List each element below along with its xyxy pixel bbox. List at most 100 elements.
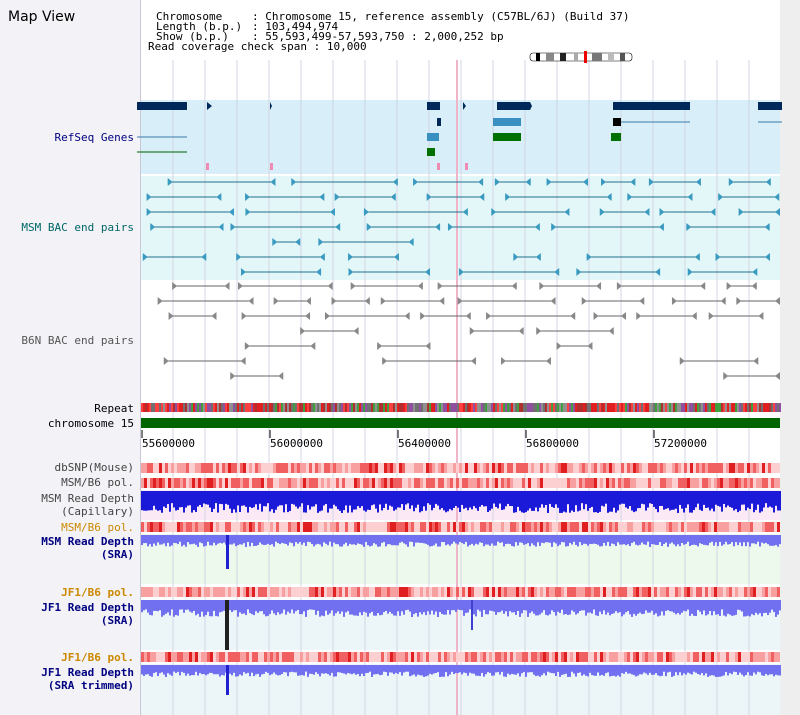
depth-bar xyxy=(591,600,593,614)
pol-mark xyxy=(738,587,741,597)
msm-depth-sra-line1: MSM Read Depth xyxy=(41,535,134,548)
depth-bar xyxy=(315,665,317,673)
depth-bar xyxy=(219,600,221,613)
track-label-repeat[interactable]: Repeat xyxy=(94,402,134,415)
depth-bar xyxy=(373,491,375,505)
repeat-mark xyxy=(465,403,467,412)
depth-bar xyxy=(157,600,159,612)
depth-bar xyxy=(727,535,729,545)
depth-bar xyxy=(343,535,345,545)
pol-mark xyxy=(651,463,654,473)
depth-bar xyxy=(469,535,471,545)
depth-bar xyxy=(173,535,175,543)
track-label-refseq-genes[interactable]: RefSeq Genes xyxy=(54,131,134,144)
pol-mark xyxy=(762,478,765,488)
depth-bar xyxy=(579,600,581,611)
repeat-mark xyxy=(545,403,547,412)
pol-mark xyxy=(759,463,762,473)
show-sep: : xyxy=(252,30,266,43)
pol-mark xyxy=(312,522,315,532)
track-label-msm-bac[interactable]: MSM BAC end pairs xyxy=(21,221,134,234)
pol-mark xyxy=(369,522,372,532)
pol-mark xyxy=(447,587,450,597)
track-label-jf1-b6-pol-1[interactable]: JF1/B6 pol. xyxy=(61,586,134,599)
pol-mark xyxy=(690,652,693,662)
pol-mark xyxy=(765,478,768,488)
track-label-msm-depth-sra[interactable]: MSM Read Depth (SRA) xyxy=(41,535,134,561)
bac-end xyxy=(738,208,744,216)
depth-bar xyxy=(365,600,367,613)
pol-mark xyxy=(273,463,276,473)
repeat-mark xyxy=(151,403,153,412)
pol-mark xyxy=(651,587,654,597)
pol-mark xyxy=(213,478,216,488)
depth-bar xyxy=(463,665,465,673)
depth-bar xyxy=(651,491,653,504)
track-label-chromosome[interactable]: chromosome 15 xyxy=(47,417,134,430)
repeat-mark xyxy=(231,403,233,412)
depth-bar xyxy=(637,600,639,614)
pol-mark xyxy=(219,463,222,473)
depth-bar xyxy=(467,600,469,613)
pol-mark xyxy=(582,522,585,532)
pol-mark xyxy=(579,478,582,488)
repeat-mark xyxy=(285,403,287,412)
repeat-mark xyxy=(673,403,675,412)
track-label-jf1-depth-trimmed[interactable]: JF1 Read Depth (SRA trimmed) xyxy=(41,666,134,692)
pol-mark xyxy=(615,587,618,597)
pol-mark xyxy=(579,587,582,597)
depth-bar xyxy=(597,491,599,513)
track-label-jf1-depth-sra[interactable]: JF1 Read Depth (SRA) xyxy=(41,601,134,627)
pol-mark xyxy=(678,463,681,473)
pol-mark xyxy=(282,522,285,532)
pol-mark xyxy=(402,652,405,662)
track-label-msm-b6-pol-1[interactable]: MSM/B6 pol. xyxy=(61,476,134,489)
depth-bar xyxy=(697,665,699,675)
pol-mark xyxy=(453,463,456,473)
depth-bar xyxy=(307,535,309,542)
repeat-mark xyxy=(373,403,375,412)
track-label-dbsnp[interactable]: dbSNP(Mouse) xyxy=(54,461,134,474)
repeat-mark xyxy=(301,403,303,412)
depth-bar xyxy=(647,600,649,613)
pol-mark xyxy=(168,478,171,488)
depth-bar xyxy=(249,491,251,507)
track-label-msm-depth-capillary[interactable]: MSM Read Depth (Capillary) xyxy=(41,492,134,518)
track-label-msm-b6-pol-2[interactable]: MSM/B6 pol. xyxy=(61,521,134,534)
pol-mark xyxy=(690,522,693,532)
repeat-mark xyxy=(279,403,281,412)
pol-mark xyxy=(663,478,666,488)
bac-end xyxy=(775,372,780,380)
depth-bar xyxy=(731,491,733,508)
depth-bar xyxy=(723,535,725,545)
repeat-mark xyxy=(257,403,259,412)
depth-bar xyxy=(333,535,335,543)
pol-mark xyxy=(588,463,591,473)
pol-mark xyxy=(318,587,321,597)
pol-mark xyxy=(723,463,726,473)
depth-bar xyxy=(407,535,409,547)
track-label-b6n-bac[interactable]: B6N BAC end pairs xyxy=(21,334,134,347)
depth-bar xyxy=(317,535,319,544)
pol-mark xyxy=(162,522,165,532)
pol-mark xyxy=(207,587,210,597)
pol-mark xyxy=(243,463,246,473)
depth-bar xyxy=(255,535,257,546)
depth-bar xyxy=(777,600,779,615)
track-label-jf1-b6-pol-2[interactable]: JF1/B6 pol. xyxy=(61,651,134,664)
pol-mark xyxy=(201,652,204,662)
depth-bar xyxy=(775,665,777,675)
depth-bar xyxy=(337,665,339,673)
depth-bar xyxy=(527,535,529,544)
pol-mark xyxy=(564,652,567,662)
depth-bar xyxy=(221,535,223,544)
bac-end xyxy=(350,282,356,290)
bac-end xyxy=(764,253,770,261)
depth-bar xyxy=(649,491,651,504)
repeat-mark xyxy=(667,403,669,412)
pol-mark xyxy=(705,587,708,597)
repeat-mark xyxy=(761,403,763,412)
pol-mark xyxy=(519,587,522,597)
depth-bar xyxy=(487,535,489,545)
